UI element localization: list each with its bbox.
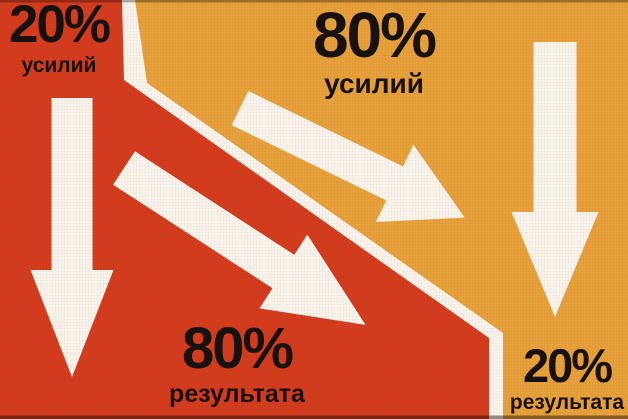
bottom-edge-line xyxy=(0,415,628,419)
stat-bottom-right-results: 20% результата xyxy=(497,342,628,414)
orange-diagonal-arrow-icon xyxy=(231,90,465,223)
stat-label: результата xyxy=(509,391,625,414)
stat-value: 80% xyxy=(181,316,294,381)
stat-value: 20% xyxy=(8,0,111,54)
left-down-arrow-icon xyxy=(30,98,114,377)
stat-value: 80% xyxy=(312,0,437,71)
stat-label: усилий xyxy=(21,54,97,77)
red-region xyxy=(0,0,489,419)
red-diagonal-arrow-icon xyxy=(113,151,366,325)
stat-bottom-center-results: 80% результата xyxy=(147,316,327,408)
stat-label: результата xyxy=(169,380,305,408)
stat-top-center-efforts: 80% усилий xyxy=(284,3,464,98)
stat-top-left-efforts: 20% усилий xyxy=(3,0,115,77)
right-down-arrow-icon xyxy=(511,42,599,317)
top-edge-line xyxy=(0,0,628,3)
stat-label: усилий xyxy=(324,68,424,99)
stat-value: 20% xyxy=(522,339,613,392)
